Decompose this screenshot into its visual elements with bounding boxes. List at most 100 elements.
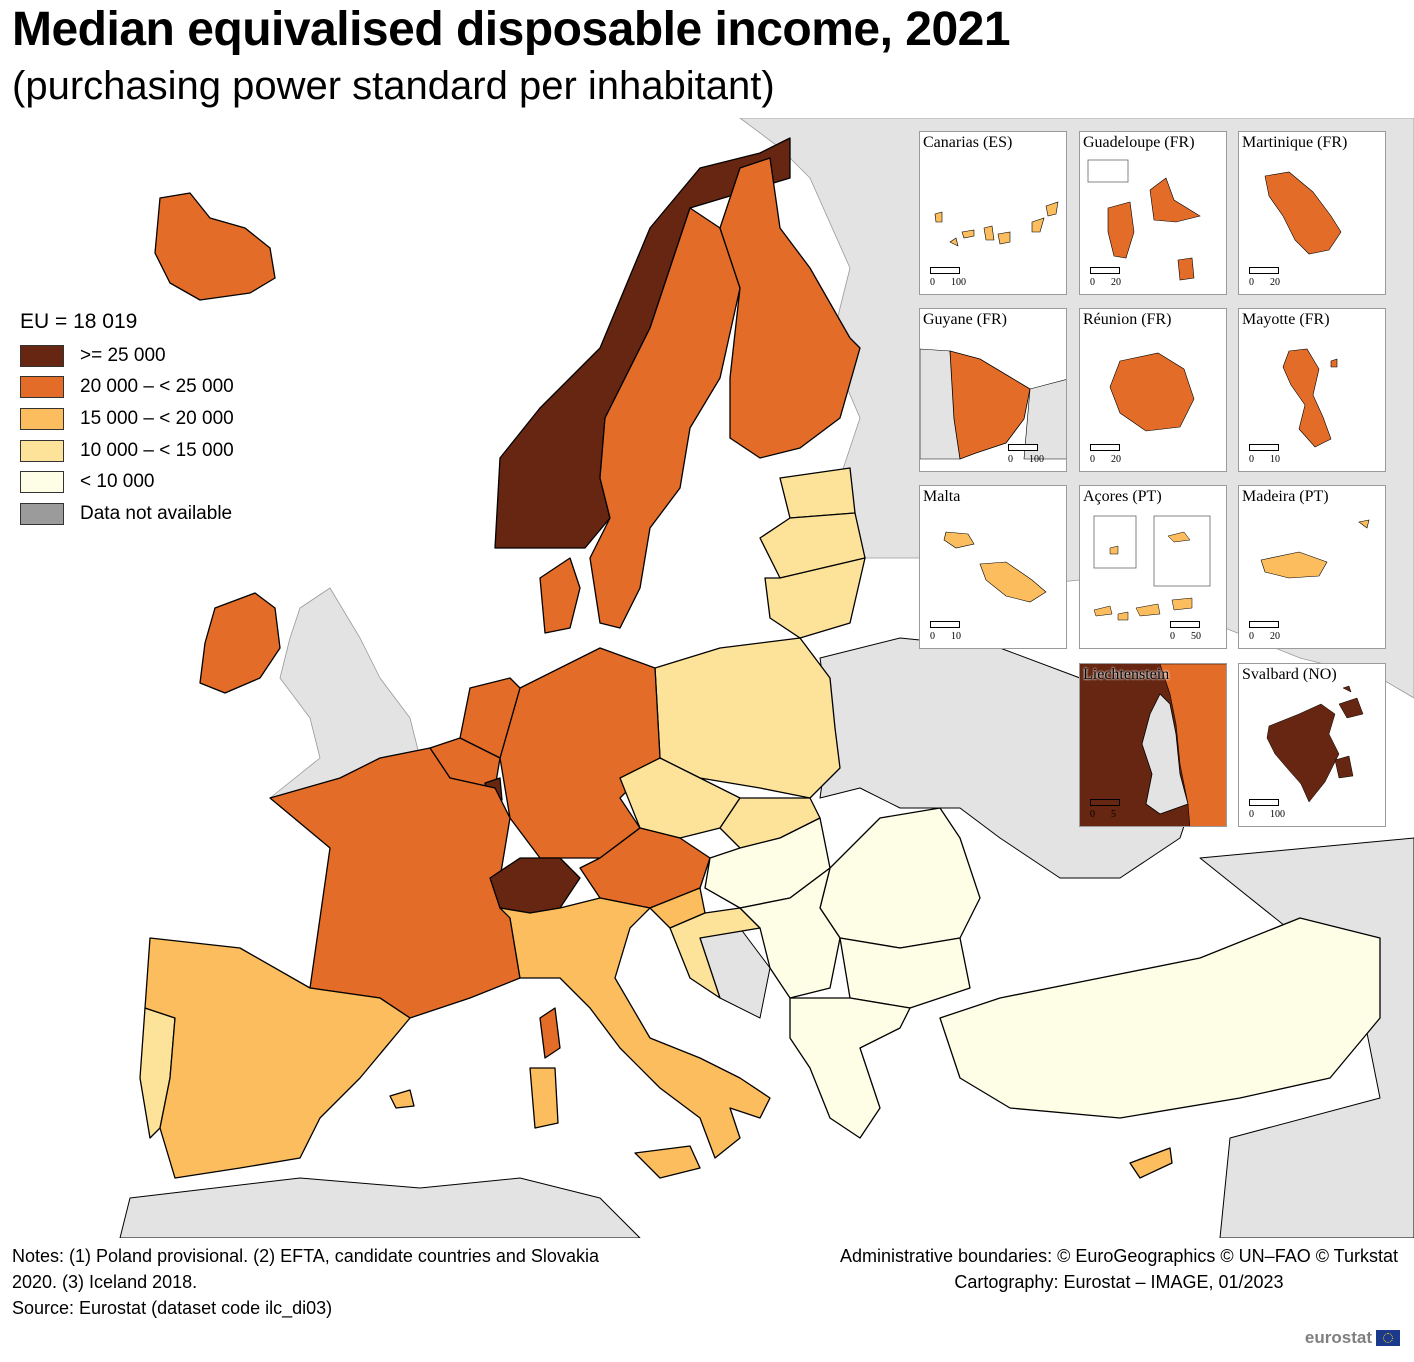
inset-malta: Malta 0 10 [919,485,1067,649]
legend-label: 10 000 – < 15 000 [80,439,234,461]
country-ireland [199,592,281,694]
inset-map [1266,685,1364,803]
country-sicily [634,1145,701,1179]
inset-title: Mayotte (FR) [1242,311,1330,328]
country-croatia [669,907,761,999]
inset-title: Svalbard (NO) [1242,666,1337,683]
country-netherlands [459,677,521,759]
notes: Notes: (1) Poland provisional. (2) EFTA,… [12,1243,599,1321]
inset-mayotte: Mayotte (FR) 0 10 [1238,308,1386,472]
country-sweden [589,207,741,629]
inset-title: Guyane (FR) [923,311,1007,328]
inset-canarias: Canarias (ES) 0 100 [919,131,1067,295]
inset-map [943,531,1047,603]
country-greece [789,997,911,1139]
legend-swatch [20,376,64,399]
inset-svalbard: Svalbard (NO) 0 100 [1238,663,1386,827]
inset-title: Liechtenstein [1083,666,1170,683]
inset-map [934,201,1059,247]
scale-label: 20 [1270,631,1280,642]
country-estonia [779,467,856,519]
scale-label: 0 [1090,809,1095,820]
legend-item: Data not available [20,498,234,530]
inset-reunion: Réunion (FR) 0 20 [1079,308,1227,472]
scale-label: 0 [930,631,935,642]
inset-map [1264,171,1342,255]
country-denmark [539,557,581,634]
scale-label: 5 [1111,809,1116,820]
scale-label: 50 [1191,631,1201,642]
scale-bar: 0 20 [1249,267,1280,288]
scale-label: 0 [1090,454,1095,465]
legend-swatch [20,439,64,462]
country-germany [499,647,661,859]
inset-map [1087,159,1201,281]
scale-label: 0 [1249,277,1254,288]
scale-label: 0 [930,277,935,288]
country-corsica [539,1007,561,1059]
scale-label: 10 [1270,454,1280,465]
country-serbia-etc [739,867,841,999]
scale-label: 0 [1249,631,1254,642]
scale-bar: 0 100 [1249,799,1285,820]
inset-map [1282,348,1338,448]
legend-label: < 10 000 [80,471,155,493]
scale-bar: 0 20 [1249,621,1280,642]
country-latvia [759,512,866,579]
legend-swatch [20,344,64,367]
legend-label: Data not available [80,502,233,524]
country-bulgaria [839,937,971,1009]
notes-line: Notes: (1) Poland provisional. (2) EFTA,… [12,1246,599,1266]
legend-label: 20 000 – < 25 000 [80,376,234,398]
legend-label: >= 25 000 [80,344,166,366]
credits-line: Administrative boundaries: © EuroGeograp… [839,1246,1398,1266]
inset-map [1093,515,1211,621]
land-north-africa [119,1177,641,1238]
country-cyprus [1129,1147,1173,1179]
scale-label: 0 [1249,454,1254,465]
scale-bar: 0 20 [1090,267,1121,288]
country-turkey [939,917,1381,1119]
notes-line: 2020. (3) Iceland 2018. [12,1272,198,1292]
inset-map [1260,519,1370,579]
inset-map [920,348,1066,460]
scale-label: 20 [1111,277,1121,288]
eu-flag-icon [1376,1330,1400,1346]
inset-title: Canarias (ES) [923,134,1013,151]
inset-acores: Açores (PT) 0 50 [1079,485,1227,649]
scale-bar: 0 10 [1249,444,1280,465]
country-lithuania [764,557,866,639]
scale-bar: 0 10 [930,621,961,642]
scale-label: 20 [1111,454,1121,465]
credits: Administrative boundaries: © EuroGeograp… [840,1243,1398,1295]
country-iceland [154,192,276,301]
legend: EU = 18 019 >= 25 000 20 000 – < 25 000 … [20,310,234,530]
country-sardinia [529,1067,559,1129]
scale-label: 0 [1090,277,1095,288]
map-title: Median equivalised disposable income, 20… [12,3,1011,56]
legend-item: < 10 000 [20,466,234,498]
legend-item: 15 000 – < 20 000 [20,403,234,435]
inset-title: Martinique (FR) [1242,134,1348,151]
legend-label: 15 000 – < 20 000 [80,407,234,429]
logo-text: eurostat [1304,1328,1372,1347]
country-finland [719,157,861,459]
inset-guadeloupe: Guadeloupe (FR) 0 20 [1079,131,1227,295]
country-spain [144,937,411,1179]
scale-label: 100 [951,277,966,288]
scale-label: 100 [1029,454,1044,465]
scale-label: 10 [951,631,961,642]
legend-item: 10 000 – < 15 000 [20,435,234,467]
inset-title: Malta [923,488,961,505]
scale-bar: 0 100 [1008,444,1044,465]
country-switzerland [489,857,581,914]
country-italy [499,897,771,1159]
scale-bar: 0 50 [1170,621,1201,642]
map-subtitle: (purchasing power standard per inhabitan… [12,64,775,108]
inset-title: Madeira (PT) [1242,488,1329,505]
country-romania [819,807,981,949]
legend-swatch [20,407,64,430]
legend-heading: EU = 18 019 [20,310,138,333]
